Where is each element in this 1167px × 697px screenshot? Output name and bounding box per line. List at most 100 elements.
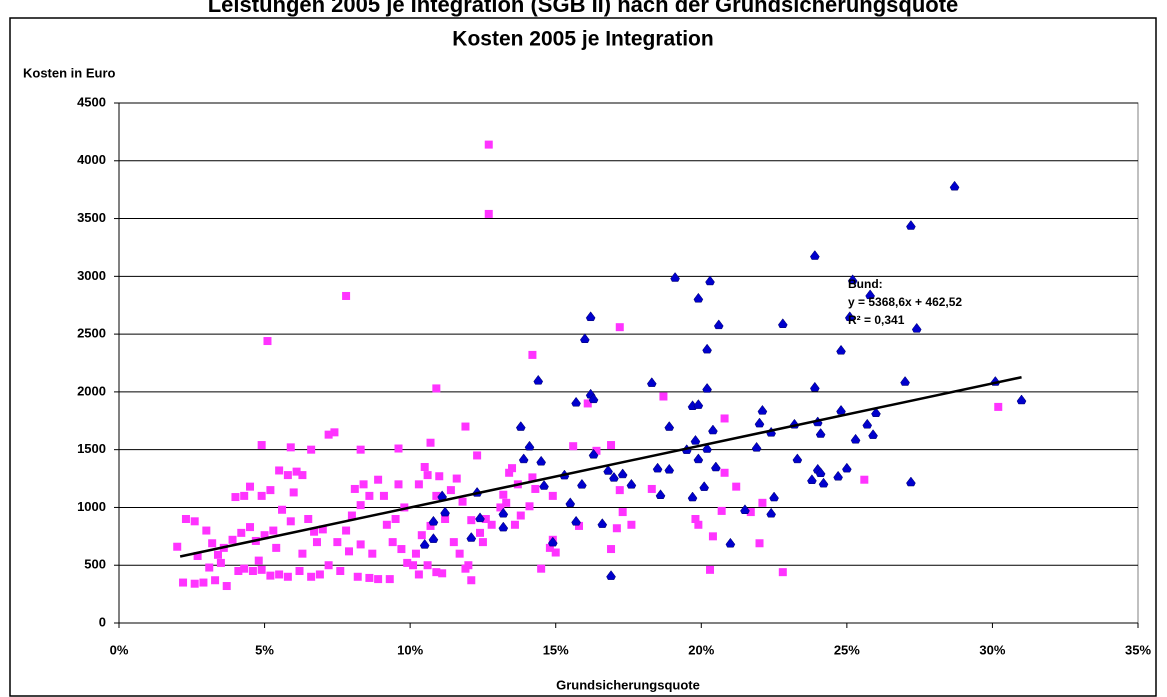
scatter-point (409, 561, 418, 570)
scatter-point (755, 539, 764, 548)
scatter-point (374, 575, 383, 584)
scatter-point (548, 536, 558, 547)
scatter-point (461, 422, 470, 431)
scatter-point (266, 486, 275, 495)
scatter-point (414, 570, 423, 579)
scatter-point (208, 539, 217, 548)
scatter-point (597, 518, 608, 528)
scatter-point (810, 381, 820, 392)
x-tick-label: 10% (397, 642, 423, 657)
scatter-point (702, 383, 712, 393)
scatter-point (350, 484, 359, 493)
scatter-point (496, 503, 505, 512)
scatter-point (173, 542, 182, 551)
scatter-point (234, 567, 243, 575)
scatter-point (702, 343, 712, 354)
scatter-point (374, 475, 383, 484)
annotation: R² = 0,341 (848, 313, 905, 327)
scatter-point (417, 531, 426, 540)
x-tick-label: 25% (834, 642, 860, 657)
scatter-point (478, 538, 487, 547)
scatter-point (246, 482, 255, 491)
scatter-point (571, 515, 581, 526)
scatter-point (836, 404, 846, 415)
scatter-point (388, 538, 397, 547)
scatter-point (615, 323, 624, 332)
scatter-point (213, 550, 222, 559)
scatter-point (428, 515, 439, 526)
scatter-point (435, 472, 444, 481)
scatter-point (205, 563, 214, 572)
scatter-point (720, 414, 729, 423)
scatter-point (502, 498, 511, 507)
scatter-point (505, 468, 514, 477)
scatter-point (713, 319, 724, 330)
scatter-point (275, 570, 284, 579)
scatter-point (766, 507, 776, 518)
scatter-point (548, 491, 557, 500)
scatter-point (708, 532, 717, 541)
scatter-point (664, 463, 675, 474)
scatter-point (356, 445, 365, 454)
scatter-point (617, 468, 628, 479)
scatter-point (627, 520, 636, 529)
scatter-point (420, 463, 429, 471)
scatter-point (626, 478, 637, 489)
scatter-point (815, 428, 826, 438)
scatter-point (585, 311, 596, 322)
scatter-point (694, 520, 703, 529)
scatter-point (746, 508, 755, 517)
scatter-point (868, 429, 878, 439)
scatter-point (810, 250, 820, 260)
y-tick-label: 4500 (77, 94, 106, 109)
y-tick-label: 2500 (77, 326, 106, 341)
scatter-point (481, 515, 490, 523)
scatter-point (717, 506, 726, 515)
scatter-point (751, 441, 762, 452)
scatter-point (510, 520, 519, 529)
scatter-point (778, 568, 787, 577)
scatter-point (295, 567, 304, 575)
scatter-point (525, 502, 534, 511)
scatter-point (333, 538, 342, 547)
scatter-point (254, 556, 263, 565)
scatter-point (257, 491, 266, 500)
scatter-point (458, 497, 467, 506)
scatter-point (1016, 394, 1027, 405)
scatter-point (670, 272, 680, 282)
scatter-point (391, 515, 400, 523)
scatter-point (318, 525, 327, 534)
scatter-point (423, 561, 432, 570)
scatter-point (260, 531, 269, 540)
scatter-point (537, 564, 546, 573)
scatter-point (275, 466, 284, 475)
scatter-point (588, 393, 599, 404)
scatter-point (571, 396, 581, 407)
scatter-point (237, 528, 246, 537)
scatter-point (283, 471, 292, 480)
scatter-point (551, 548, 560, 557)
scatter-point (315, 570, 324, 579)
scatter-point (473, 451, 482, 460)
scatter-point (266, 571, 275, 580)
scatter-point (179, 578, 188, 587)
y-tick-label: 2000 (77, 383, 106, 398)
scatter-point (298, 471, 307, 480)
scatter-point (732, 482, 741, 491)
scatter-point (646, 377, 657, 387)
scatter-point (528, 350, 537, 359)
scatter-point (263, 337, 272, 346)
scatter-point (190, 579, 199, 588)
scatter-point (286, 517, 295, 526)
scatter-point (365, 491, 374, 500)
scatter-point (246, 523, 255, 532)
scatter-point (687, 491, 698, 502)
scatter-point (498, 521, 509, 532)
scatter-point (272, 543, 281, 552)
scatter-point (304, 515, 313, 523)
scatter-point (659, 392, 668, 401)
scatter-point (565, 497, 576, 508)
scatter-point (528, 473, 537, 482)
scatter-point (467, 576, 476, 585)
y-tick-label: 3500 (77, 210, 106, 225)
